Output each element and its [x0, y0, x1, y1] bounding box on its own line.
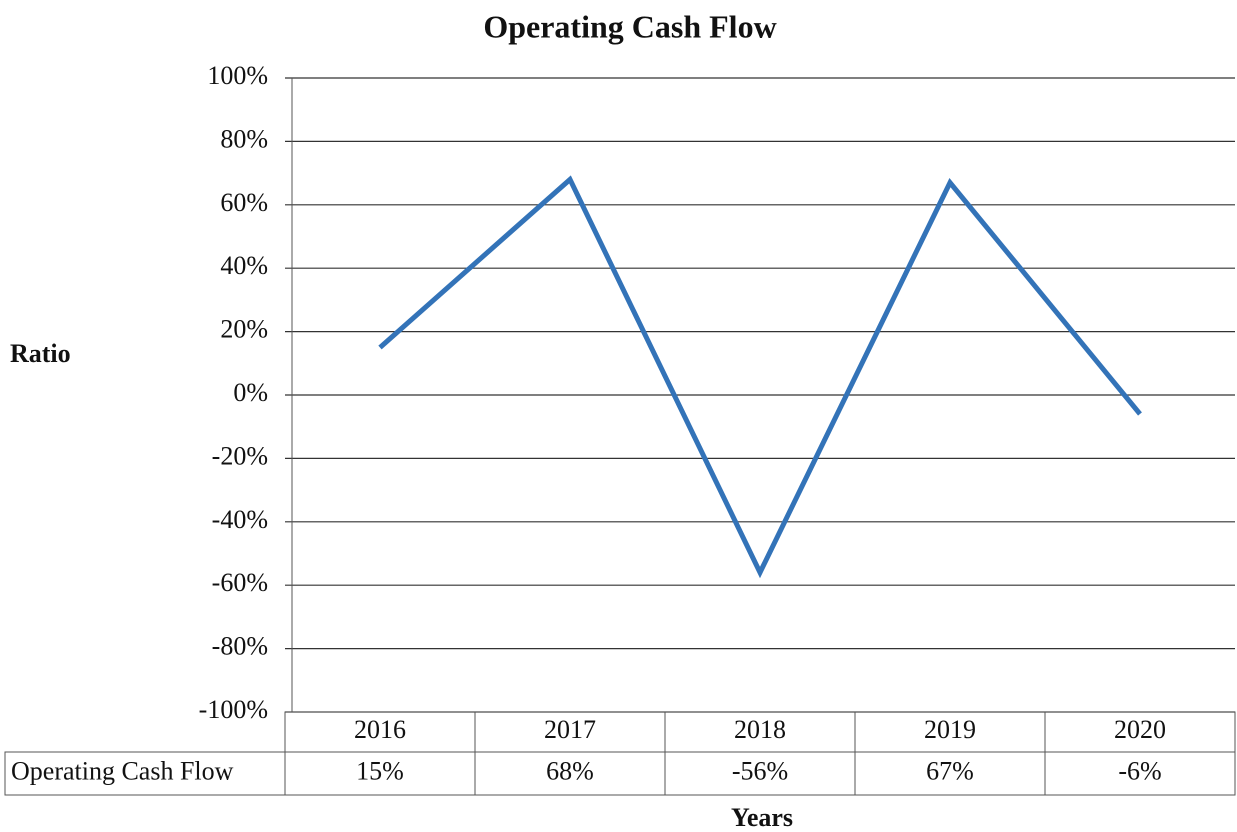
y-tick-label: -80% [212, 632, 268, 661]
x-tick-label: 2019 [924, 715, 976, 744]
series-line [378, 175, 1142, 579]
y-tick-label: 60% [220, 188, 268, 217]
data-label: 67% [926, 756, 974, 785]
data-label: 15% [356, 756, 404, 785]
y-tick-label: -20% [212, 441, 268, 470]
x-tick-label: 2016 [354, 715, 406, 744]
legend-label: Operating Cash Flow [11, 756, 234, 785]
y-tick-label: 0% [233, 378, 268, 407]
data-label: -56% [732, 756, 788, 785]
y-tick-label: 40% [220, 251, 268, 280]
chart-title: Operating Cash Flow [483, 8, 776, 44]
y-tick-label: 100% [207, 61, 268, 90]
x-tick-label: 2018 [734, 715, 786, 744]
data-table-row [4, 751, 1236, 796]
x-tick-label: 2017 [544, 715, 596, 744]
y-axis-label: Ratio [10, 339, 71, 368]
y-tick-label: 80% [220, 124, 268, 153]
data-label: 68% [546, 756, 594, 785]
y-tick-label: -40% [212, 505, 268, 534]
y-tick-label: -100% [199, 695, 268, 724]
y-tick-label: -60% [212, 568, 268, 597]
y-tick-label: 20% [220, 315, 268, 344]
x-axis-label: Years [731, 803, 793, 832]
x-tick-label: 2020 [1114, 715, 1166, 744]
data-label: -6% [1118, 756, 1161, 785]
